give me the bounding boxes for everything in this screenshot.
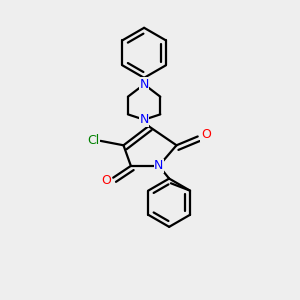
- Text: Cl: Cl: [87, 134, 99, 147]
- Text: N: N: [154, 159, 164, 172]
- Text: O: O: [201, 128, 211, 142]
- Text: O: O: [101, 174, 111, 187]
- Text: N: N: [140, 113, 149, 126]
- Text: N: N: [140, 78, 149, 91]
